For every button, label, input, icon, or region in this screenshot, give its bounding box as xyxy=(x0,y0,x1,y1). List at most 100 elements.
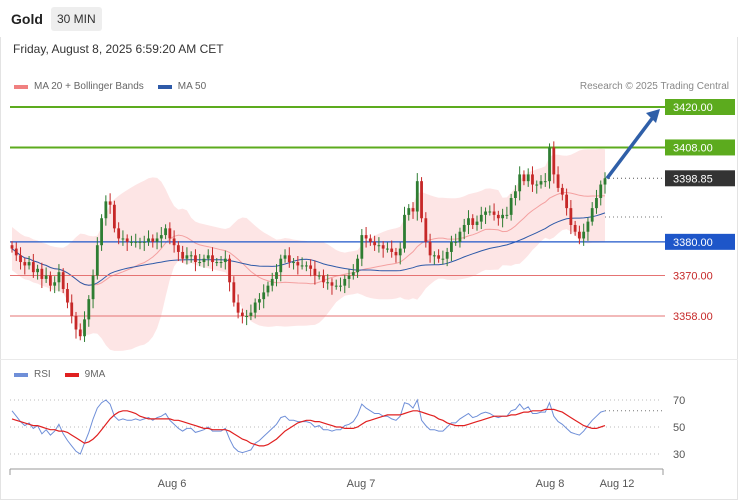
candle-body xyxy=(539,181,543,185)
candle-body xyxy=(420,181,423,219)
candle-body xyxy=(138,241,142,243)
candle-body xyxy=(275,272,278,279)
rsi-ma-swatch xyxy=(64,372,79,377)
candle-body xyxy=(326,282,330,284)
candle-body xyxy=(415,181,419,212)
candle-body xyxy=(313,268,317,276)
candle-body xyxy=(27,262,31,266)
candle-body xyxy=(462,224,466,232)
candle-body xyxy=(309,265,313,269)
candle-body xyxy=(317,275,321,277)
candle-body xyxy=(501,214,505,219)
candle-body xyxy=(351,272,355,276)
candle-body xyxy=(595,198,598,209)
candle-body xyxy=(164,228,167,236)
level-tag-bg-1 xyxy=(665,139,735,156)
candle-body xyxy=(556,174,560,188)
candle-body xyxy=(432,255,436,257)
candle-body xyxy=(249,312,253,316)
candle-body xyxy=(78,329,82,337)
candle-body xyxy=(548,147,551,182)
candle-body xyxy=(330,282,334,286)
panel-divider xyxy=(0,359,738,360)
candle-body xyxy=(100,218,103,246)
candle-body xyxy=(292,262,295,264)
candle-body xyxy=(159,235,163,239)
legend-ma50: MA 50 xyxy=(177,81,207,92)
candle-body xyxy=(304,265,308,267)
ma50-swatch xyxy=(157,84,172,89)
level-tag-bg-0 xyxy=(665,99,735,115)
candle-body xyxy=(347,275,351,279)
candle-body xyxy=(535,184,539,186)
candle-body xyxy=(36,268,39,273)
candle-body xyxy=(95,245,99,276)
credit-text: Research © 2025 Trading Central xyxy=(579,81,729,92)
candle-body xyxy=(578,231,581,239)
bollinger-band xyxy=(12,148,605,351)
candle-body xyxy=(522,174,526,182)
timeframe-badge[interactable]: 30 MIN xyxy=(51,7,102,31)
candle-body xyxy=(53,282,57,286)
candle-body xyxy=(66,289,69,303)
candle-body xyxy=(582,231,586,239)
candle-body xyxy=(334,285,338,287)
x-tick-label-0: Aug 6 xyxy=(158,478,187,490)
candle-body xyxy=(569,208,573,225)
candle-body xyxy=(560,187,564,195)
candle-body xyxy=(398,248,402,256)
candle-body xyxy=(108,201,112,205)
candle-body xyxy=(526,174,530,182)
candle-body xyxy=(543,181,547,183)
candle-body xyxy=(253,302,257,313)
candle-body xyxy=(117,228,121,239)
candle-body xyxy=(492,211,496,215)
candle-body xyxy=(531,174,534,185)
candle-body xyxy=(458,231,462,242)
candle-body xyxy=(488,211,492,213)
candle-body xyxy=(134,241,138,243)
candle-body xyxy=(479,214,483,222)
candle-body xyxy=(228,258,231,283)
rsi-tick-label-1: 50 xyxy=(673,422,685,434)
candle-body xyxy=(168,228,172,239)
candle-body xyxy=(283,255,287,259)
candle-body xyxy=(125,238,129,242)
candle-body xyxy=(287,255,291,263)
ma20-line xyxy=(11,191,606,286)
level-label-3: 3380.00 xyxy=(673,237,713,249)
ma50-line xyxy=(11,212,606,286)
chart-header: Gold 30 MIN xyxy=(0,0,738,37)
candle-body xyxy=(245,316,249,317)
candle-body xyxy=(87,299,91,320)
candle-body xyxy=(296,262,300,266)
symbol-title: Gold xyxy=(11,11,43,27)
candle-body xyxy=(236,302,240,313)
candle-body xyxy=(454,241,458,243)
candle-body xyxy=(147,238,150,242)
level-label-1: 3408.00 xyxy=(673,142,713,154)
candles xyxy=(10,141,607,342)
candle-body xyxy=(364,235,368,239)
candle-body xyxy=(91,275,95,300)
candle-body xyxy=(48,275,52,286)
candle-body xyxy=(112,204,116,229)
rsi-tick-label-2: 30 xyxy=(673,449,685,461)
candle-body xyxy=(339,285,342,287)
candle-body xyxy=(202,258,206,263)
candle-body xyxy=(552,147,556,175)
candle-body xyxy=(603,178,607,185)
rsi-line xyxy=(11,398,606,455)
candle-body xyxy=(23,262,27,266)
x-tick-label-2: Aug 8 xyxy=(536,478,565,490)
candle-body xyxy=(198,262,202,264)
candle-body xyxy=(386,248,389,250)
candle-body xyxy=(10,245,14,249)
candle-body xyxy=(185,255,189,259)
level-tag-bg-3 xyxy=(665,233,735,250)
candle-body xyxy=(151,238,155,242)
candle-body xyxy=(61,272,65,290)
forecast-arrow-head xyxy=(646,109,660,123)
candle-body xyxy=(130,241,133,243)
